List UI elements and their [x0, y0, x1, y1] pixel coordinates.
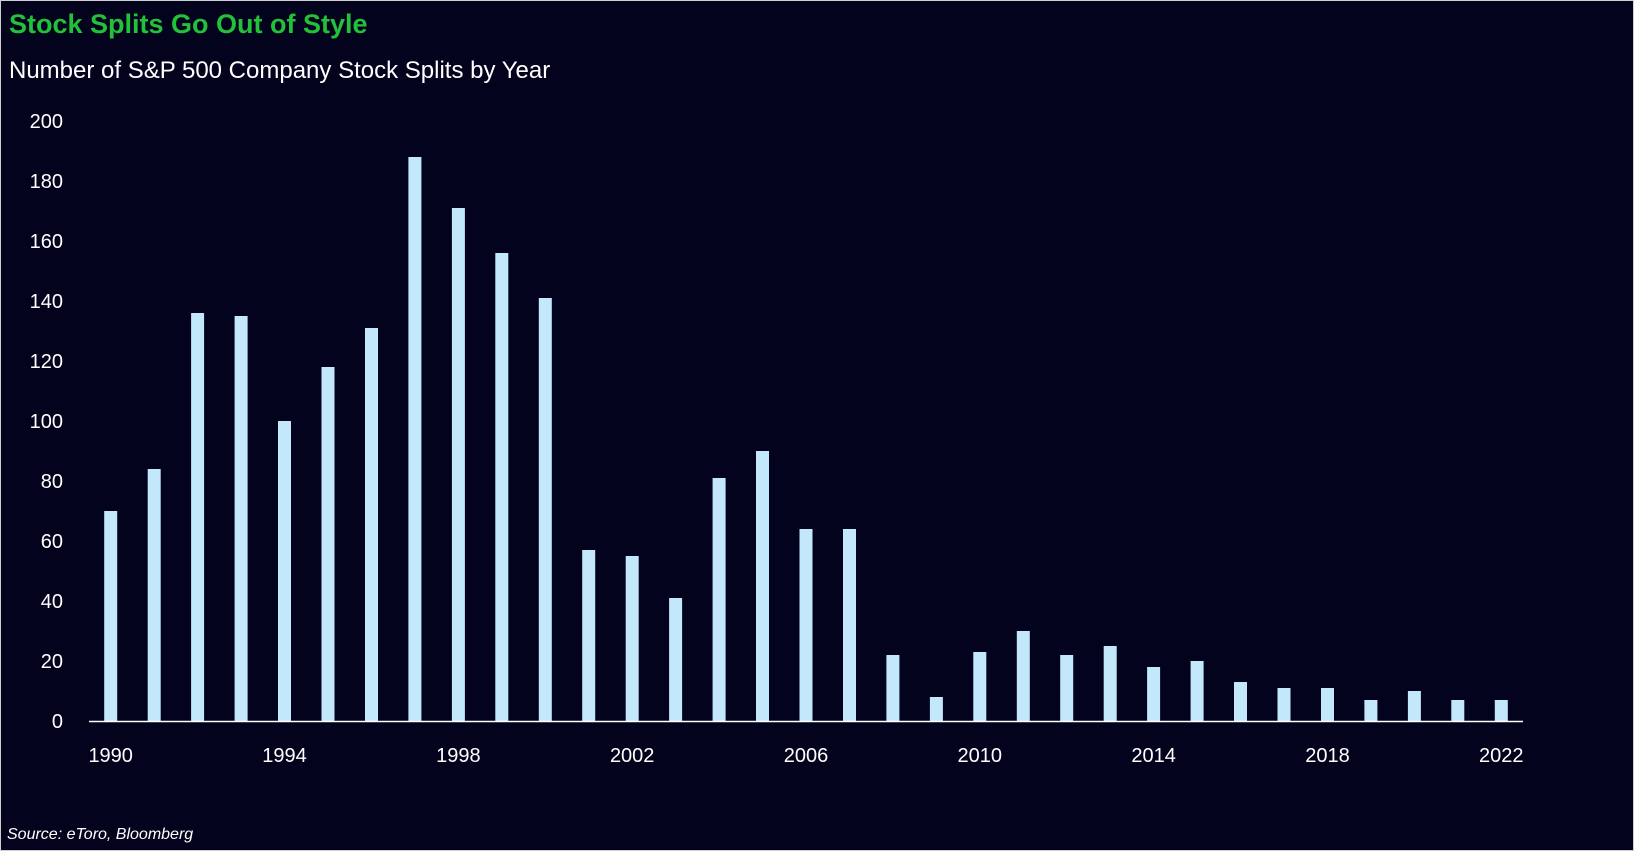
bar-2013 [1103, 646, 1117, 721]
bar-2020 [1407, 691, 1421, 721]
bar-2007 [843, 529, 856, 721]
bar-2006 [799, 529, 813, 721]
bar-2015 [1190, 661, 1204, 721]
bar-1991 [147, 469, 161, 721]
bar-2019 [1364, 700, 1378, 721]
bar-1994 [278, 421, 291, 721]
bar-1995 [321, 367, 335, 721]
bar-2017 [1277, 688, 1291, 721]
x-tick-label: 2010 [958, 745, 1003, 767]
x-tick-label: 1990 [88, 745, 133, 767]
y-tick-label: 180 [30, 171, 63, 193]
bar-2008 [886, 655, 900, 721]
bar-series [104, 157, 1508, 721]
bar-2018 [1321, 688, 1334, 721]
y-tick-label: 200 [30, 111, 63, 133]
bar-2005 [756, 451, 769, 721]
y-tick-label: 40 [41, 591, 63, 613]
bar-2002 [625, 556, 639, 721]
bar-2014 [1147, 667, 1161, 721]
x-tick-label: 2022 [1479, 745, 1524, 767]
y-tick-label: 100 [30, 411, 63, 433]
y-tick-label: 20 [41, 651, 63, 673]
bar-2010 [973, 652, 987, 721]
bar-1993 [234, 316, 248, 721]
y-tick-label: 80 [41, 471, 63, 493]
bar-1990 [104, 511, 118, 721]
x-axis-tick-labels: 1990 1994 1998 2002 2006 2010 2014 2018 2022 [88, 745, 1523, 767]
x-tick-label: 2014 [1131, 745, 1176, 767]
bar-2011 [1016, 631, 1030, 721]
bar-1996 [365, 328, 378, 721]
bar-2003 [669, 598, 683, 721]
bar-2009 [929, 697, 943, 721]
y-tick-label: 60 [41, 531, 63, 553]
chart-title: Stock Splits Go Out of Style [9, 9, 368, 39]
source-note: Source: eToro, Bloomberg [7, 826, 194, 843]
bar-2022 [1494, 700, 1508, 721]
chart-subtitle: Number of S&P 500 Company Stock Splits b… [9, 57, 551, 84]
y-tick-label: 160 [30, 231, 63, 253]
bar-2004 [712, 478, 726, 721]
bar-1992 [191, 313, 205, 721]
bar-2021 [1451, 700, 1465, 721]
x-tick-label: 1998 [436, 745, 481, 767]
y-axis-tick-labels: 0 20 40 60 80 100 120 140 160 180 200 [30, 111, 63, 733]
y-tick-label: 120 [30, 351, 63, 373]
x-tick-label: 2006 [784, 745, 829, 767]
bar-1999 [495, 253, 509, 721]
bar-1997 [408, 157, 422, 721]
bar-2001 [582, 550, 596, 721]
bar-1998 [451, 208, 465, 721]
bar-2000 [538, 298, 552, 721]
bar-2016 [1234, 682, 1247, 721]
x-tick-label: 2018 [1305, 745, 1350, 767]
y-tick-label: 0 [52, 711, 63, 733]
bar-2012 [1060, 655, 1074, 721]
x-tick-label: 2002 [610, 745, 655, 767]
y-tick-label: 140 [30, 291, 63, 313]
x-tick-label: 1994 [262, 745, 307, 767]
